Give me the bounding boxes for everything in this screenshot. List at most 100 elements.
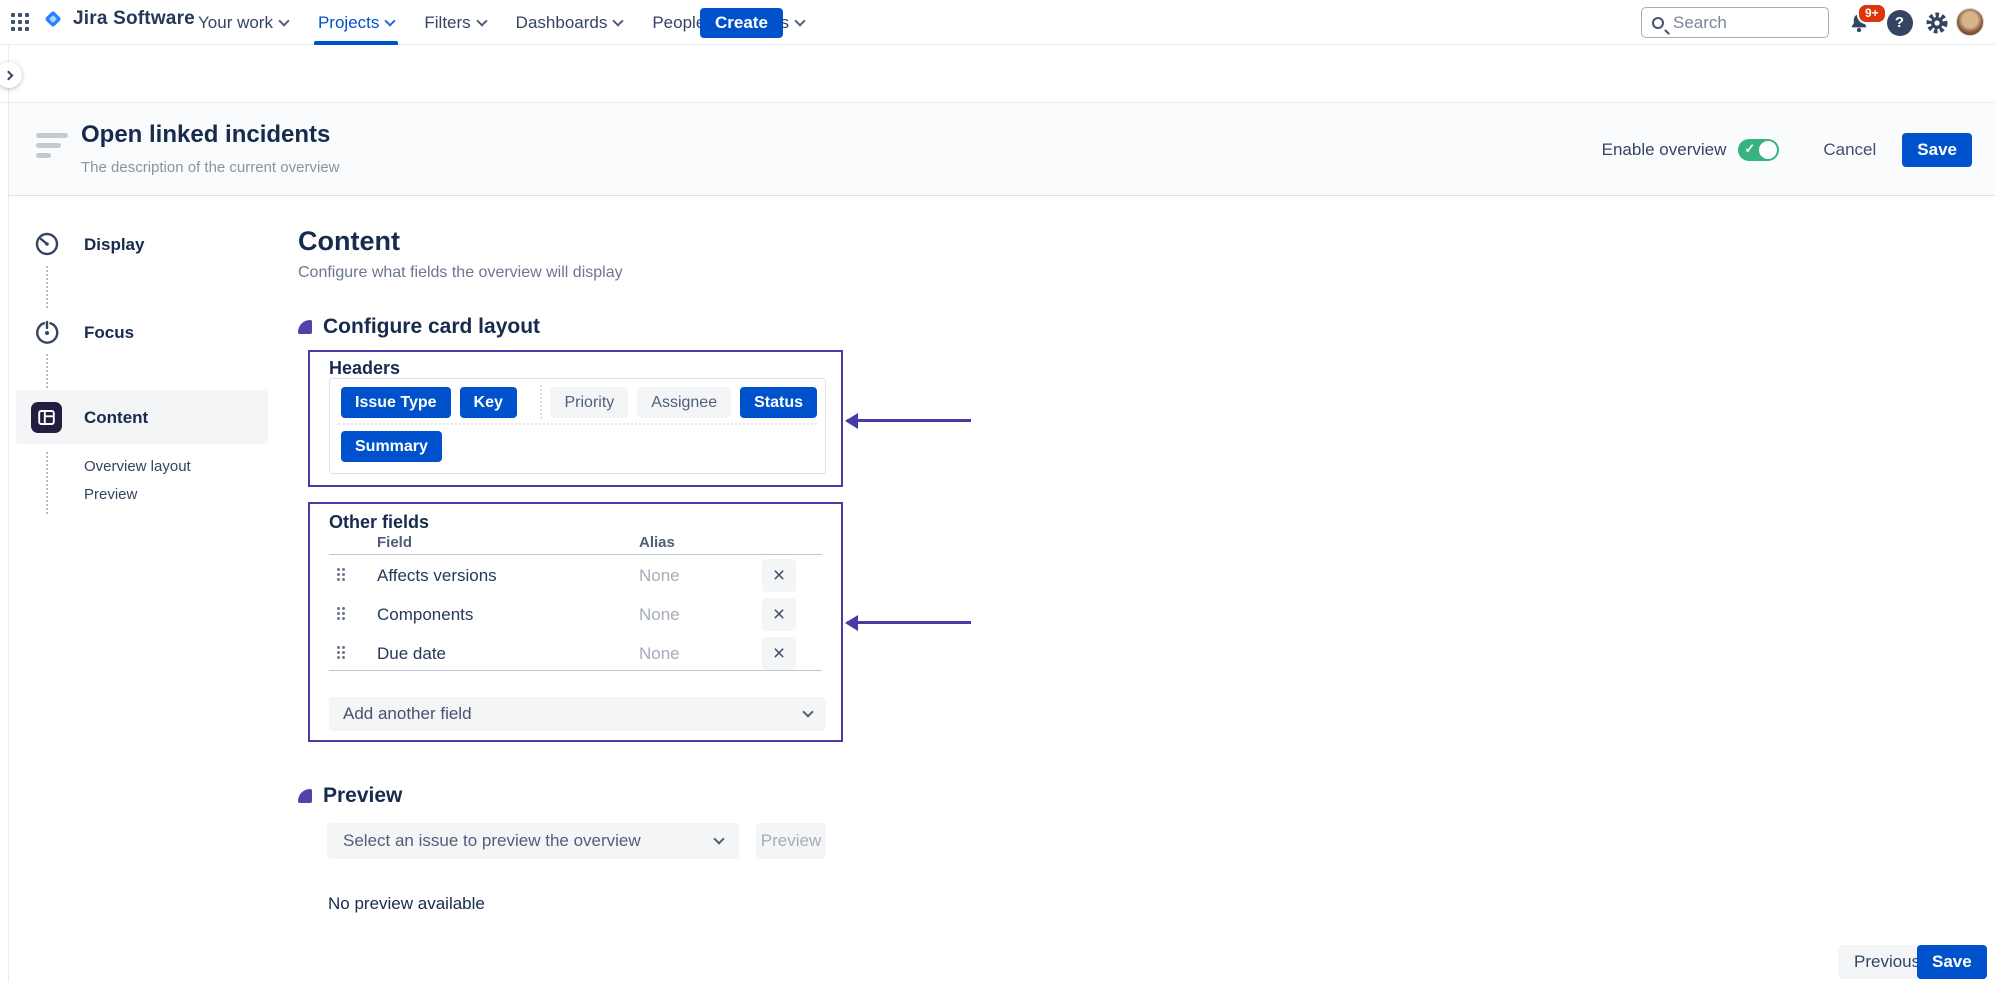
save-button-footer[interactable]: Save bbox=[1917, 945, 1987, 979]
top-navigation-bar: Jira Software Your work Projects Filters… bbox=[0, 0, 1995, 45]
chip-row-divider bbox=[338, 423, 817, 425]
question-mark-icon: ? bbox=[1886, 9, 1913, 36]
nav-your-work[interactable]: Your work bbox=[198, 0, 290, 45]
notifications-bell-icon[interactable]: 9+ bbox=[1845, 3, 1887, 36]
stepper-connector bbox=[46, 452, 48, 514]
column-header-alias: Alias bbox=[639, 534, 675, 551]
check-icon: ✓ bbox=[1744, 141, 1756, 156]
stepper-item-display[interactable]: Display bbox=[84, 235, 145, 254]
field-chip-key[interactable]: Key bbox=[459, 387, 517, 418]
search-placeholder: Search bbox=[1673, 12, 1727, 32]
table-row: Components None × bbox=[329, 595, 822, 634]
user-avatar[interactable] bbox=[1956, 8, 1984, 36]
overview-edit-header: Open linked incidents The description of… bbox=[9, 103, 1995, 196]
brand-name: Jira Software bbox=[73, 8, 195, 29]
table-divider bbox=[329, 670, 822, 671]
drag-handle-icon[interactable] bbox=[337, 607, 347, 622]
search-input[interactable]: Search bbox=[1641, 7, 1829, 38]
nav-dashboards[interactable]: Dashboards bbox=[516, 0, 625, 45]
headers-annotation-box: Headers Issue Type Key Priority Assignee… bbox=[308, 350, 843, 487]
remove-field-button[interactable]: × bbox=[762, 559, 796, 592]
substep-overview-layout[interactable]: Overview layout bbox=[84, 458, 191, 475]
stepper-connector bbox=[46, 266, 48, 308]
nav-projects[interactable]: Projects bbox=[313, 0, 399, 45]
focus-step-icon bbox=[36, 320, 59, 344]
chevron-down-icon bbox=[794, 14, 806, 27]
issue-preview-select[interactable]: Select an issue to preview the overview bbox=[327, 823, 739, 859]
alias-input[interactable]: None bbox=[639, 605, 680, 624]
field-name: Due date bbox=[377, 644, 446, 663]
remove-field-button[interactable]: × bbox=[762, 598, 796, 631]
save-button-header[interactable]: Save bbox=[1902, 133, 1972, 167]
chip-zone-divider bbox=[540, 385, 542, 419]
field-chip-summary[interactable]: Summary bbox=[341, 431, 442, 462]
toggle-knob bbox=[1759, 141, 1778, 159]
nav-people[interactable]: People bbox=[652, 0, 722, 45]
field-chip-issue-type[interactable]: Issue Type bbox=[341, 387, 451, 418]
preview-button[interactable]: Preview bbox=[756, 823, 826, 859]
drag-handle-icon[interactable] bbox=[337, 646, 347, 661]
description-lines-icon bbox=[36, 133, 68, 163]
header-chips-row2: Summary bbox=[341, 431, 442, 462]
jira-diamond-icon bbox=[45, 11, 61, 27]
headers-label: Headers bbox=[329, 358, 401, 378]
enable-overview-toggle[interactable]: ✓ bbox=[1738, 139, 1780, 161]
add-another-field-select[interactable]: Add another field bbox=[329, 697, 826, 731]
help-button[interactable]: ? bbox=[1886, 9, 1913, 36]
chevron-down-icon bbox=[713, 833, 725, 845]
page-subtitle: Configure what fields the overview will … bbox=[298, 264, 623, 281]
chevron-down-icon bbox=[278, 14, 290, 27]
display-step-icon bbox=[35, 232, 59, 256]
stepper-item-focus[interactable]: Focus bbox=[84, 323, 135, 342]
section-marker-icon bbox=[298, 789, 312, 803]
other-fields-annotation-box: Other fields Field Alias Affects version… bbox=[308, 502, 843, 742]
section-preview: Preview bbox=[298, 784, 402, 808]
other-fields-label: Other fields bbox=[329, 512, 430, 532]
no-preview-text: No preview available bbox=[328, 894, 485, 913]
chevron-down-icon bbox=[476, 14, 488, 27]
collapsed-sidebar-rail bbox=[8, 45, 9, 982]
edit-header-actions: Enable overview ✓ Cancel Save bbox=[1602, 133, 1972, 167]
column-header-field: Field bbox=[377, 534, 413, 551]
overview-title: Open linked incidents bbox=[81, 121, 331, 148]
field-chip-assignee[interactable]: Assignee bbox=[637, 387, 732, 418]
header-chips-right: Priority Assignee Status bbox=[550, 387, 817, 418]
field-chip-priority[interactable]: Priority bbox=[550, 387, 629, 418]
table-row: Due date None × bbox=[329, 634, 822, 673]
settings-gear-icon[interactable] bbox=[1923, 9, 1950, 36]
section-marker-icon bbox=[298, 320, 312, 334]
project-header: Elements Overview Find help bbox=[0, 45, 1995, 137]
app-switcher-icon[interactable] bbox=[11, 13, 31, 33]
nav-filters[interactable]: Filters bbox=[424, 0, 488, 45]
create-button[interactable]: Create bbox=[700, 8, 783, 38]
chevron-down-icon bbox=[612, 14, 625, 27]
stepper-item-content[interactable]: Content bbox=[84, 408, 149, 427]
jira-logo[interactable]: Jira Software bbox=[42, 8, 195, 30]
substep-preview[interactable]: Preview bbox=[84, 486, 138, 503]
card-header-layout-zone: Issue Type Key Priority Assignee Status … bbox=[329, 378, 826, 474]
annotation-arrow-other-fields bbox=[847, 621, 971, 624]
header-chips-left: Issue Type Key bbox=[341, 387, 517, 418]
overview-description: The description of the current overview bbox=[81, 159, 340, 176]
chevron-right-icon bbox=[3, 70, 13, 80]
drag-handle-icon[interactable] bbox=[337, 568, 347, 583]
annotation-arrow-headers bbox=[847, 419, 971, 422]
notification-count-badge: 9+ bbox=[1857, 3, 1887, 24]
expand-sidebar-button[interactable] bbox=[0, 62, 22, 88]
field-name: Affects versions bbox=[377, 566, 497, 585]
search-icon bbox=[1652, 16, 1664, 29]
alias-input[interactable]: None bbox=[639, 644, 680, 663]
table-divider bbox=[329, 554, 822, 555]
field-name: Components bbox=[377, 605, 474, 624]
remove-field-button[interactable]: × bbox=[762, 637, 796, 670]
alias-input[interactable]: None bbox=[639, 566, 680, 585]
chevron-down-icon bbox=[384, 14, 397, 27]
gear-icon bbox=[1926, 12, 1947, 33]
chevron-down-icon bbox=[802, 706, 814, 718]
field-chip-status[interactable]: Status bbox=[740, 387, 817, 418]
table-row: Affects versions None × bbox=[329, 556, 822, 595]
stepper-connector bbox=[46, 354, 48, 396]
enable-overview-label: Enable overview bbox=[1601, 140, 1727, 159]
section-configure-card-layout: Configure card layout bbox=[298, 315, 540, 339]
cancel-button[interactable]: Cancel bbox=[1815, 133, 1884, 167]
